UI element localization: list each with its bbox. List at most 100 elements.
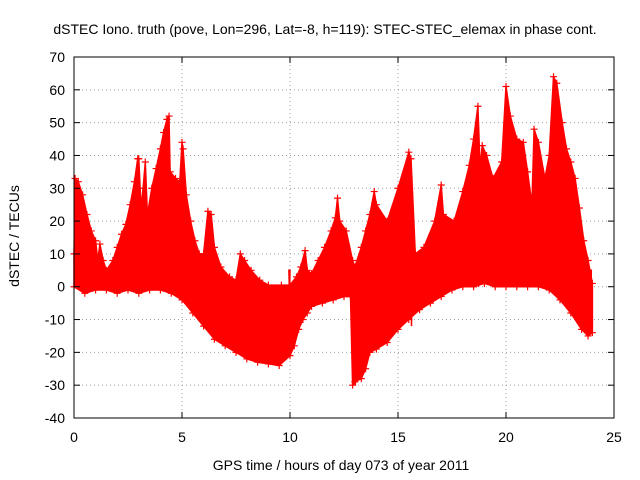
series-point-marker <box>141 158 149 166</box>
series-point-marker <box>383 339 391 347</box>
series-point-marker <box>588 329 596 337</box>
series-point-marker <box>217 263 225 271</box>
series-point-marker <box>571 174 579 182</box>
series-point-marker <box>241 256 249 264</box>
series-point-marker <box>160 128 168 136</box>
series-point-marker <box>232 276 240 284</box>
series-point-marker <box>204 207 212 215</box>
series-point-marker <box>102 286 110 294</box>
series-point-marker <box>156 145 164 153</box>
series-point-marker <box>126 201 134 209</box>
series-point-marker <box>200 322 208 330</box>
series-point-marker <box>179 145 187 153</box>
series-point-marker <box>243 355 251 363</box>
series-point-marker <box>439 211 447 219</box>
series-point-marker <box>331 214 339 222</box>
series-point-marker <box>370 188 378 196</box>
series-point-marker <box>122 220 130 228</box>
series-point-marker <box>182 191 190 199</box>
series-point-marker <box>470 283 478 291</box>
series-point-marker <box>513 283 521 291</box>
series-point-marker <box>357 375 365 383</box>
series-spike <box>552 269 556 287</box>
series-point-marker <box>524 168 532 176</box>
series-point-marker <box>556 296 564 304</box>
series-point-marker <box>178 138 186 146</box>
series-spike <box>410 269 413 327</box>
series-point-marker <box>489 174 497 182</box>
series-point-marker <box>470 135 478 143</box>
series-point-marker <box>297 263 305 271</box>
series-point-marker <box>109 256 117 264</box>
series-point-marker <box>426 299 434 307</box>
series-point-marker <box>545 286 553 294</box>
series-point-marker <box>92 286 100 294</box>
data-series <box>70 73 596 389</box>
series-point-marker <box>130 178 138 186</box>
series-point-marker <box>124 286 132 294</box>
series-point-marker <box>336 217 344 225</box>
series-point-marker <box>584 332 592 340</box>
series-point-marker <box>340 293 348 301</box>
series-point-marker <box>277 281 285 289</box>
series-point-marker <box>83 211 91 219</box>
series-point-marker <box>448 286 456 294</box>
series-point-marker <box>166 168 174 176</box>
series-point-marker <box>292 273 300 281</box>
y-tick-label: 60 <box>49 82 65 98</box>
series-point-marker <box>264 360 272 368</box>
series-point-marker <box>541 174 549 182</box>
series-point-marker <box>139 184 147 192</box>
series-spike <box>477 269 480 287</box>
series-point-marker <box>502 283 510 291</box>
x-tick-label: 20 <box>498 429 514 445</box>
series-point-marker <box>437 293 445 301</box>
series-point-marker <box>513 135 521 143</box>
y-tick-label: -30 <box>45 377 65 393</box>
series-point-marker <box>474 102 482 110</box>
series-point-marker <box>575 204 583 212</box>
series-point-marker <box>502 83 510 91</box>
series-point-marker <box>478 142 486 150</box>
series-point-marker <box>528 201 536 209</box>
series-point-marker <box>329 296 337 304</box>
series-point-marker <box>102 266 110 274</box>
series-point-marker <box>550 73 558 81</box>
series-point-marker <box>349 256 357 264</box>
series-point-marker <box>524 283 532 291</box>
series-spike <box>354 269 357 386</box>
series-point-marker <box>236 250 244 258</box>
series-point-marker <box>176 178 184 186</box>
series-point-marker <box>362 365 370 373</box>
series-point-marker <box>405 148 413 156</box>
series-point-marker <box>172 174 180 182</box>
series-point-marker <box>314 256 322 264</box>
series-point-marker <box>303 309 311 317</box>
series-point-marker <box>308 302 316 310</box>
series-point-marker <box>200 250 208 258</box>
series-point-marker <box>519 138 527 146</box>
series-point-marker <box>318 299 326 307</box>
series-point-marker <box>167 289 175 297</box>
y-tick-label: 50 <box>49 115 65 131</box>
series-point-marker <box>411 250 419 258</box>
series-spike <box>505 269 508 281</box>
series-point-marker <box>394 184 402 192</box>
y-tick-label: 0 <box>57 279 65 295</box>
series-point-marker <box>567 309 575 317</box>
series-point-marker <box>178 296 186 304</box>
y-tick-label: -10 <box>45 312 65 328</box>
series-point-marker <box>303 266 311 274</box>
plot-frame <box>73 56 615 419</box>
y-tick-label: 10 <box>49 246 65 262</box>
series-point-marker <box>483 151 491 159</box>
series-point-marker <box>210 335 218 343</box>
series-point-marker <box>191 237 199 245</box>
series-point-marker <box>308 270 316 278</box>
series-point-marker <box>295 325 303 333</box>
series-point-marker <box>431 217 439 225</box>
series-point-marker <box>137 204 145 212</box>
series-point-marker <box>232 348 240 356</box>
series-point-marker <box>146 286 154 294</box>
